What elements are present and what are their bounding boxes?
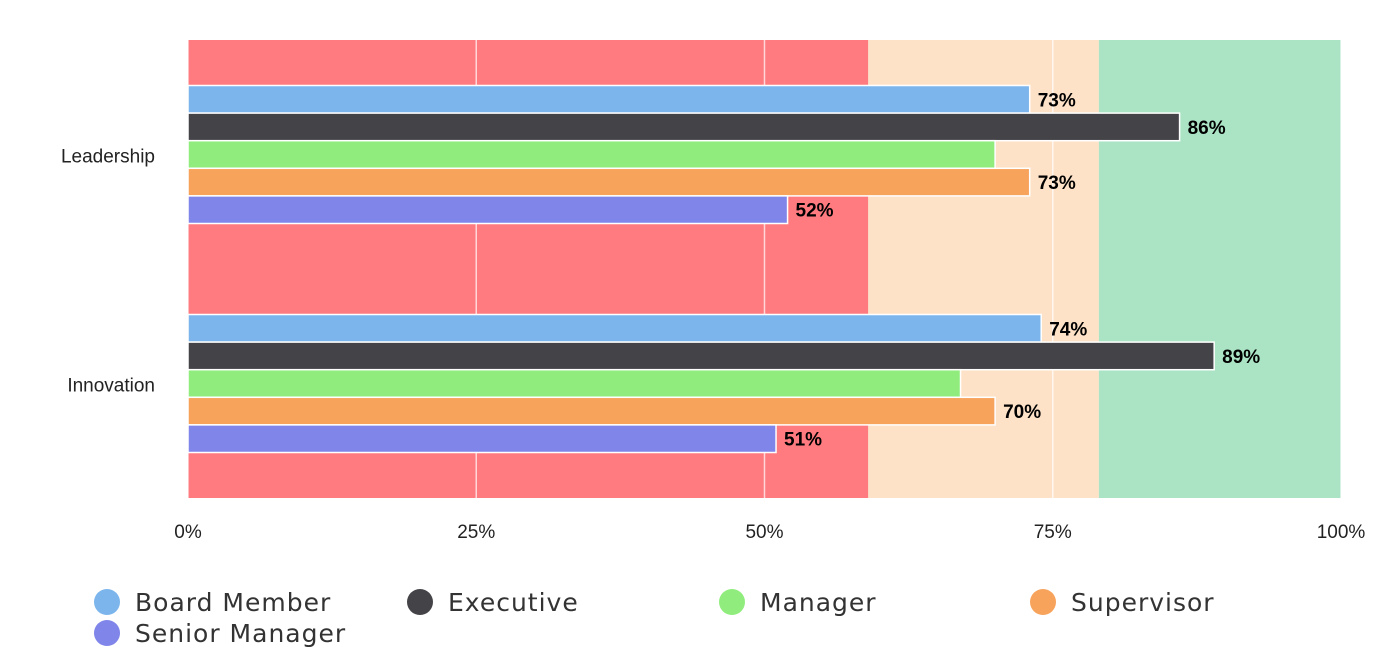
bar [187, 396, 996, 426]
bar [187, 341, 1215, 371]
bar [187, 424, 777, 454]
data-label: 52% [796, 201, 834, 222]
data-label: 73% [1038, 90, 1076, 111]
bar [187, 139, 996, 170]
legend-label[interactable]: Supervisor [1071, 588, 1215, 617]
legend-marker [719, 589, 745, 615]
data-label: 89% [1222, 347, 1260, 368]
x-tick-label: 75% [1034, 522, 1072, 543]
legend-marker [407, 589, 433, 615]
category-label: Innovation [67, 376, 155, 397]
x-tick-label: 0% [174, 522, 202, 543]
data-label: 70% [1003, 402, 1041, 423]
data-label: 51% [784, 430, 822, 451]
bar [187, 167, 1031, 197]
x-tick-label: 100% [1317, 522, 1366, 543]
legend-label[interactable]: Manager [760, 588, 877, 617]
bar [187, 313, 1042, 343]
bar [187, 195, 789, 225]
bar [187, 112, 1181, 142]
legend-marker [94, 620, 120, 646]
data-label: 86% [1188, 118, 1226, 139]
category-label: Leadership [61, 147, 155, 168]
legend-marker [1030, 589, 1056, 615]
plot-band [1098, 40, 1341, 498]
legend-label[interactable]: Board Member [135, 588, 331, 617]
data-label: 73% [1038, 173, 1076, 194]
bar [187, 368, 962, 399]
data-label: 74% [1049, 319, 1087, 340]
legend-marker [94, 589, 120, 615]
x-tick-label: 25% [457, 522, 495, 543]
legend-label[interactable]: Senior Manager [135, 619, 346, 648]
bar [187, 84, 1031, 114]
legend-label[interactable]: Executive [448, 588, 579, 617]
x-tick-label: 50% [745, 522, 783, 543]
